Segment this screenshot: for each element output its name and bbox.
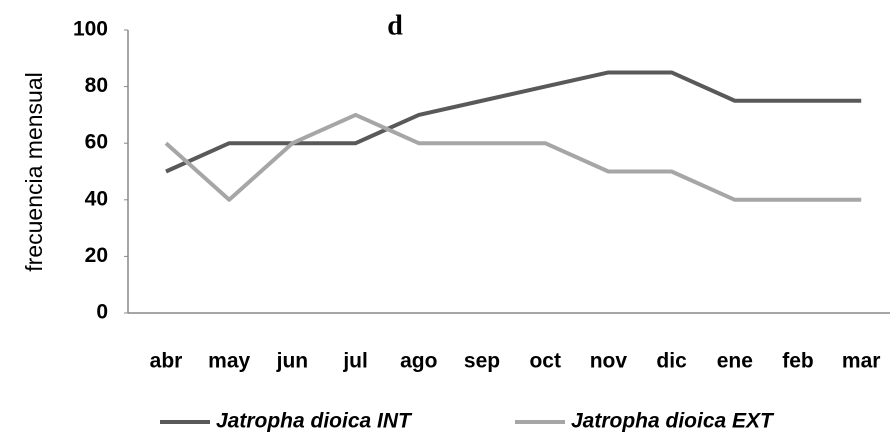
x-tick-label: abr [150,350,183,373]
x-tick-label: sep [464,350,500,373]
x-tick-label: jun [276,350,309,373]
y-tick-label: 20 [85,244,108,267]
legend-label: Jatropha dioica INT [216,410,413,433]
x-tick-label: ago [400,350,437,373]
x-tick-label: dic [656,350,687,373]
y-tick-label: 100 [73,18,108,41]
data-line [165,70,862,174]
x-tick-label: ene [717,350,753,373]
y-tick-label: 0 [96,301,108,324]
data-line [164,112,862,202]
chart-title: d [387,10,403,41]
x-tick-label: jul [342,350,368,373]
y-tick-label: 60 [85,131,108,154]
legend-label: Jatropha dioica EXT [571,410,775,433]
x-tick-label: oct [529,350,561,373]
y-tick-label: 40 [85,187,108,210]
x-tick-label: mar [842,350,881,373]
x-tick-label: nov [590,350,628,373]
y-tick-label: 80 [85,74,108,97]
x-tick-label: may [208,350,250,373]
x-tick-label: feb [782,350,814,373]
y-axis-label: frecuencia mensual [21,72,47,271]
